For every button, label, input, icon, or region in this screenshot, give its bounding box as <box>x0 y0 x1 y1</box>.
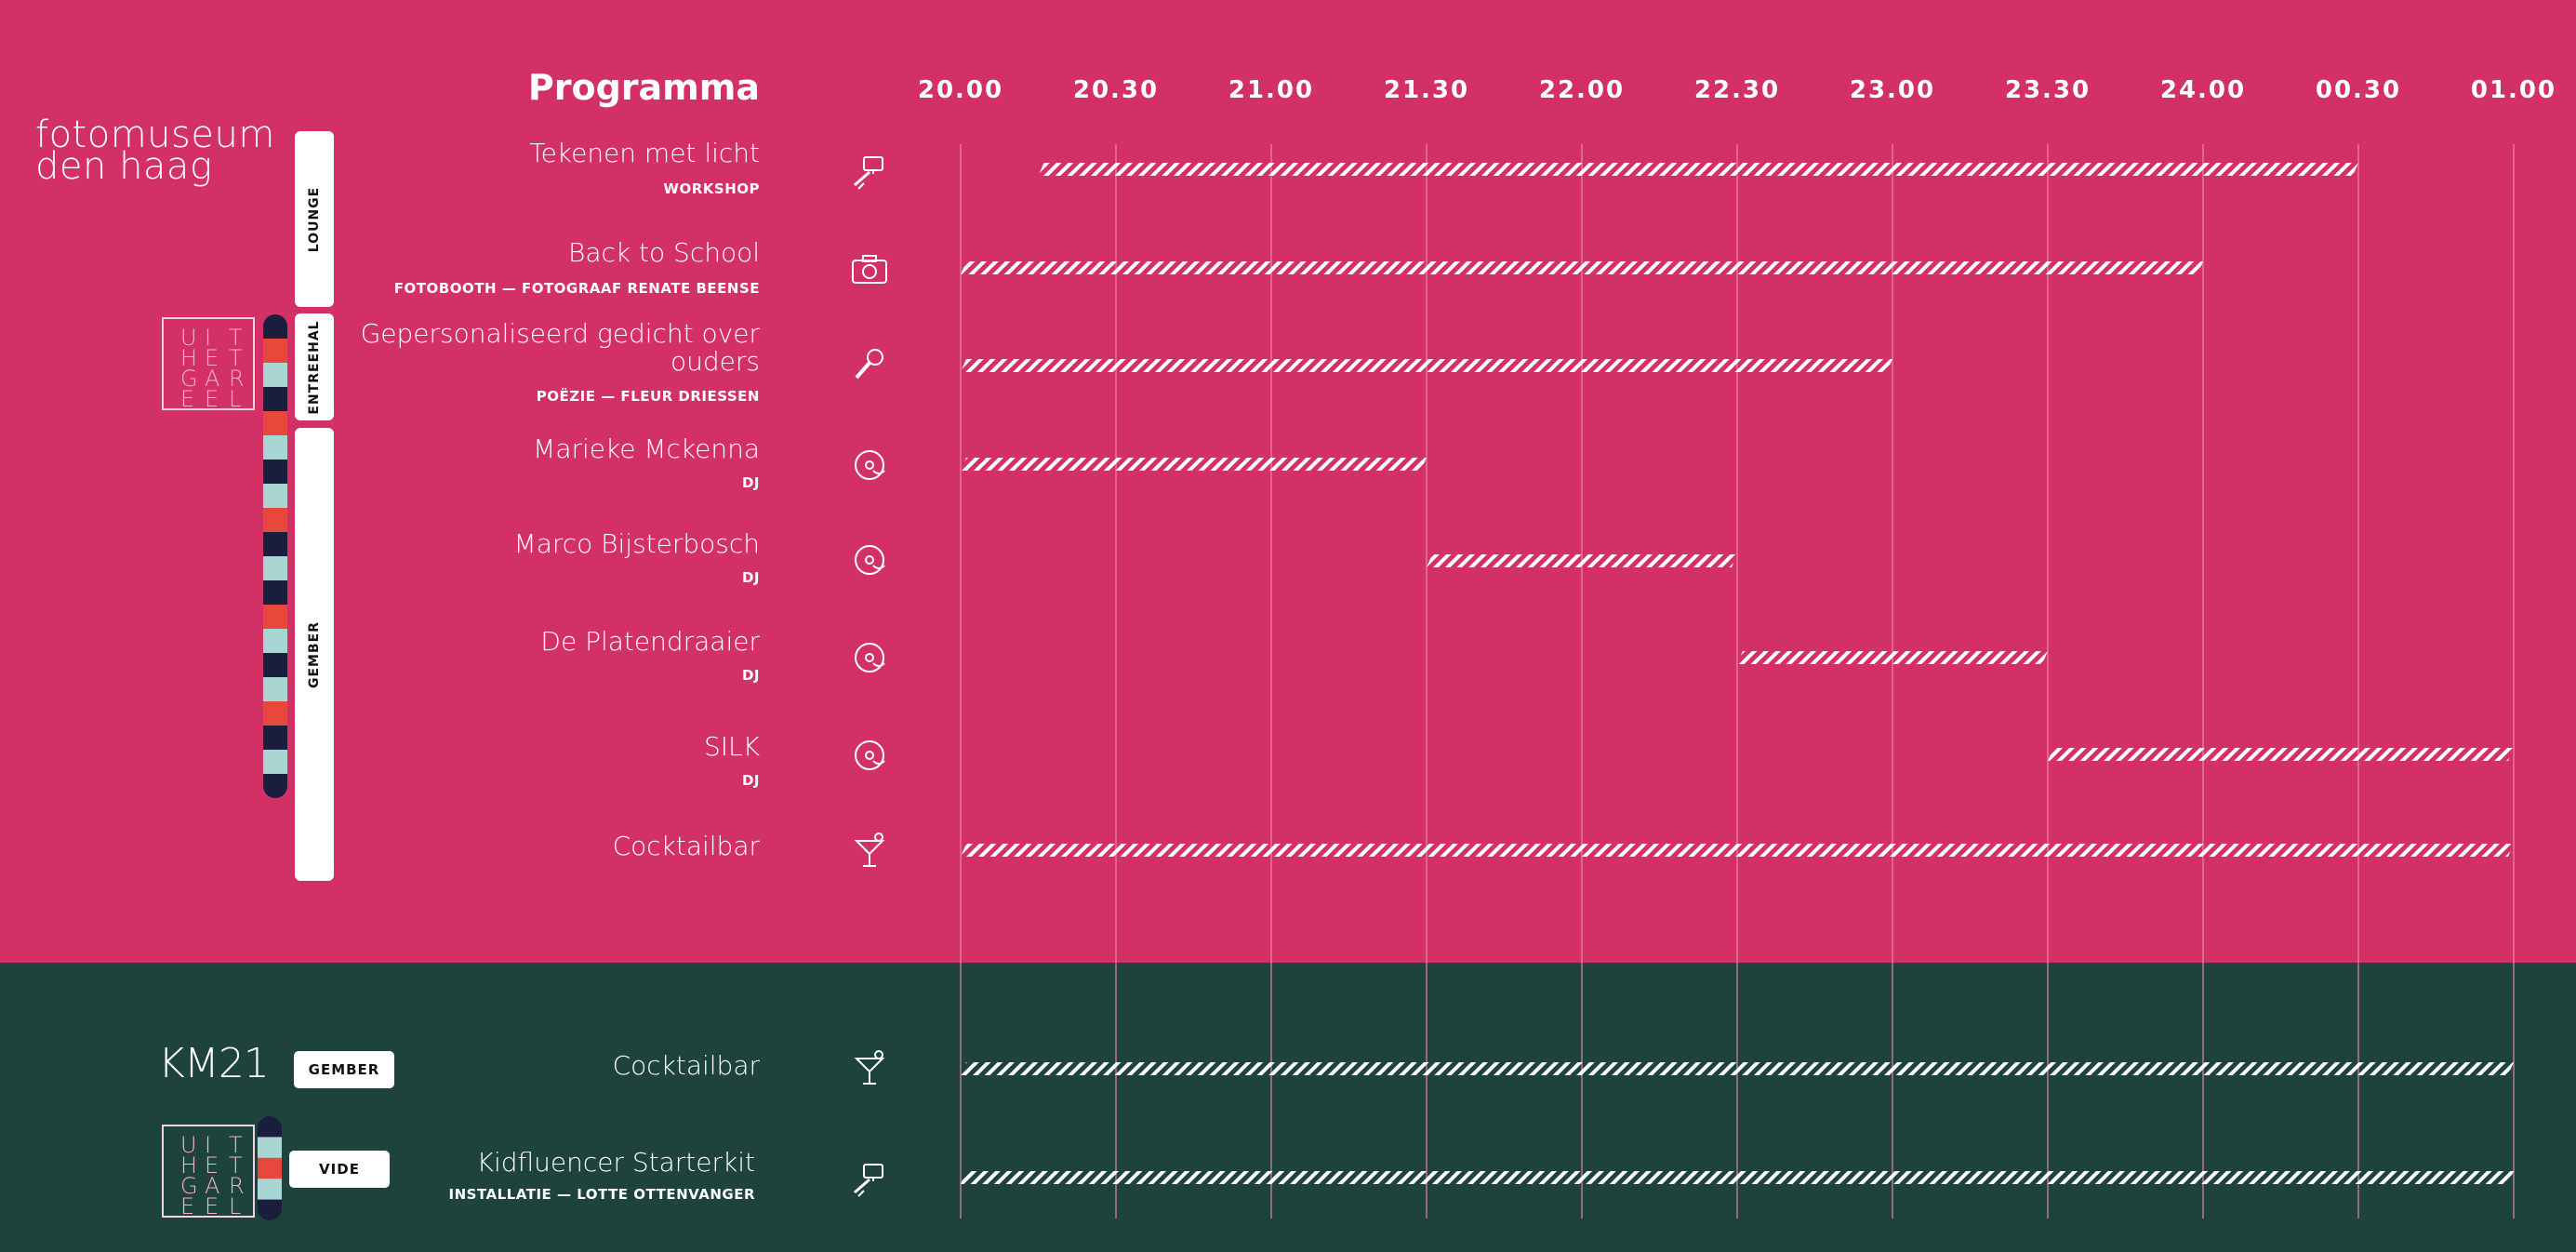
event-subtitle: INSTALLATIE — LOTTE OTTENVANGER <box>448 1186 755 1203</box>
room-label-entreehal: ENTREEHAL <box>307 319 322 415</box>
event-title: Back to School <box>568 237 760 268</box>
logo-letter: A <box>205 1173 220 1199</box>
event-title: Marco Bijsterbosch <box>513 528 760 559</box>
logo-letter: H <box>180 1152 198 1179</box>
event-bar[interactable] <box>961 261 2203 274</box>
logo-letter: E <box>205 1152 219 1179</box>
cocktail-icon <box>854 1050 885 1085</box>
logo-letter: R <box>229 1173 245 1199</box>
decorative-stripe-bottom <box>258 1116 282 1220</box>
logo-letter: E <box>205 386 219 412</box>
event-bar[interactable] <box>961 458 1427 471</box>
logo-line-1: fotomuseum <box>35 113 275 156</box>
x-tick-label: 01.00 <box>2470 76 2557 104</box>
event-title: Tekenen met licht <box>529 138 760 168</box>
logo-line-2: den haag <box>35 145 213 188</box>
event-title: De Platendraaier <box>540 626 760 657</box>
logo-letter: L <box>229 386 242 412</box>
record-icon <box>855 740 885 770</box>
logo-letter: E <box>180 1193 195 1219</box>
logo-letter: R <box>229 366 245 392</box>
logo-letter: E <box>205 345 219 371</box>
event-subtitle: DJ <box>741 667 760 684</box>
event-title: Gepersonaliseerd gedicht over ouders <box>360 318 760 377</box>
logo-letter: L <box>229 1193 242 1219</box>
event-subtitle: WORKSHOP <box>663 180 760 197</box>
event-subtitle: POËZIE — FLEUR DRIESSEN <box>536 388 760 405</box>
event-title: SILK <box>704 731 760 762</box>
page-title: Programma <box>527 67 760 108</box>
fotomuseum-logo: fotomuseum den haag <box>35 113 275 188</box>
event-subtitle: DJ <box>741 569 760 586</box>
record-icon <box>855 545 885 575</box>
logo-letter: T <box>229 1132 243 1158</box>
cocktail-icon <box>854 832 885 867</box>
event-title: Marieke Mckenna <box>533 433 760 464</box>
event-bar[interactable] <box>1427 554 1737 567</box>
pen-tablet-icon <box>854 1164 883 1197</box>
x-tick-label: 22.00 <box>1538 76 1626 104</box>
event-subtitle: DJ <box>741 474 760 491</box>
event-bar[interactable] <box>961 1062 2514 1075</box>
room-tab-vide: VIDE <box>289 1151 390 1188</box>
event-bar[interactable] <box>961 1171 2514 1184</box>
logo-letter: E <box>180 386 195 412</box>
logo-letter: U <box>180 325 197 351</box>
event-bar[interactable] <box>961 359 1892 372</box>
x-tick-label: 21.00 <box>1228 76 1315 104</box>
decorative-stripe <box>263 314 287 798</box>
x-tick-label: 20.00 <box>917 76 1004 104</box>
event-bar[interactable] <box>1038 163 2359 176</box>
logo-letter: I <box>205 325 212 351</box>
event-subtitle: DJ <box>741 772 760 789</box>
logo-letter: T <box>229 345 243 371</box>
event-bar[interactable] <box>2048 748 2514 761</box>
x-tick-label: 20.30 <box>1072 76 1160 104</box>
x-tick-label: 23.30 <box>2004 76 2091 104</box>
x-tick-label: 23.00 <box>1849 76 1936 104</box>
microphone-icon <box>855 349 883 380</box>
logo-letter: G <box>180 366 198 392</box>
pen-tablet-icon <box>854 156 883 190</box>
logo-letter: U <box>180 1132 197 1158</box>
x-tick-label: 21.30 <box>1383 76 1470 104</box>
logo-letter: E <box>205 1193 219 1219</box>
room-label-gember: GEMBER <box>307 620 322 688</box>
x-tick-label: 24.00 <box>2159 76 2247 104</box>
logo-letter: H <box>180 345 198 371</box>
event-title: Kidfluencer Starterkit <box>476 1147 755 1178</box>
record-icon <box>855 450 885 480</box>
record-icon <box>855 643 885 673</box>
km21-logo-text: KM21 <box>158 1040 270 1087</box>
logo-letter: T <box>229 325 243 351</box>
logo-letter: G <box>180 1173 198 1199</box>
room-tab-gember: GEMBER <box>295 428 334 881</box>
event-bar[interactable] <box>961 844 2514 857</box>
event-subtitle: FOTOBOOTH — FOTOGRAAF RENATE BEENSE <box>393 280 760 297</box>
logo-letter: A <box>205 366 220 392</box>
km21-logo: KM21 <box>158 1040 270 1087</box>
fotomuseum-section <box>0 0 2576 963</box>
event-title: Cocktailbar <box>612 1050 760 1081</box>
logo-letter: T <box>229 1152 243 1179</box>
logo-letter: I <box>205 1132 212 1158</box>
km21-section <box>0 963 2576 1252</box>
room-tab-gember-km21: GEMBER <box>294 1051 394 1088</box>
camera-icon <box>852 255 887 284</box>
event-bar[interactable] <box>1737 651 2048 664</box>
x-tick-label: 22.30 <box>1693 76 1781 104</box>
room-label-lounge: LOUNGE <box>307 186 322 252</box>
room-tab-lounge: LOUNGE <box>295 131 334 307</box>
room-tab-entreehal: ENTREEHAL <box>295 313 334 420</box>
x-tick-label: 00.30 <box>2315 76 2402 104</box>
event-title: Cocktailbar <box>612 831 760 861</box>
